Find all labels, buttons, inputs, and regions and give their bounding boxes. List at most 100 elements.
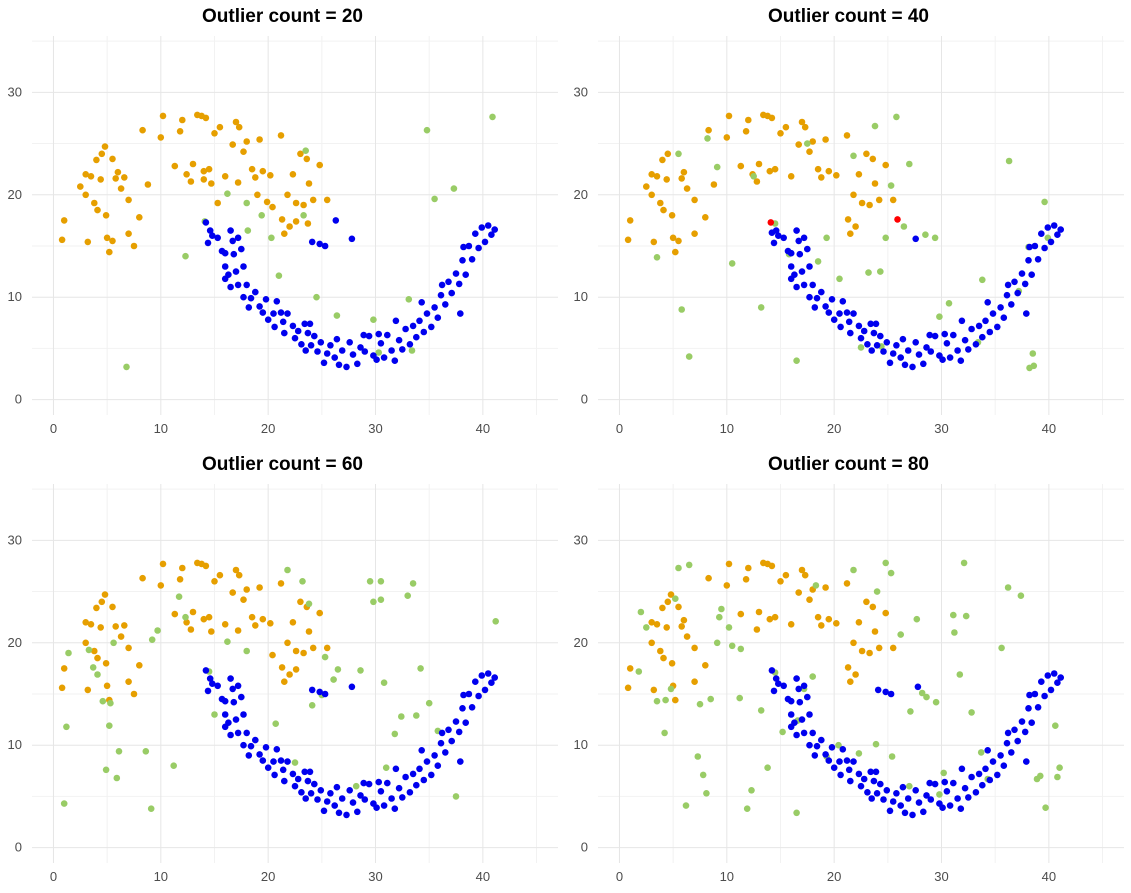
data-point <box>179 564 186 572</box>
data-point <box>159 560 167 568</box>
data-point <box>94 671 101 678</box>
data-point <box>626 217 634 224</box>
data-point <box>742 128 750 135</box>
data-point <box>728 260 736 267</box>
data-point <box>286 223 293 230</box>
data-point <box>855 619 863 626</box>
data-point <box>305 600 313 608</box>
data-point <box>637 608 645 616</box>
data-point <box>317 339 325 346</box>
data-point <box>901 361 909 369</box>
data-point <box>248 613 256 621</box>
data-point <box>863 150 870 158</box>
data-point <box>240 293 247 301</box>
data-point <box>234 682 242 690</box>
data-point <box>809 673 816 680</box>
series-points <box>624 559 897 704</box>
data-point <box>809 281 816 289</box>
series-points <box>768 222 1064 371</box>
data-point <box>259 615 267 623</box>
data-point <box>975 322 983 330</box>
data-point <box>291 759 299 766</box>
data-point <box>450 185 458 192</box>
data-point <box>1004 281 1012 289</box>
data-point <box>787 249 795 257</box>
data-point <box>713 639 721 647</box>
data-point <box>58 684 66 692</box>
data-point <box>906 782 913 790</box>
data-point <box>303 155 311 163</box>
data-point <box>855 770 863 778</box>
data-point <box>806 741 813 749</box>
data-point <box>103 234 111 242</box>
data-point <box>793 227 800 234</box>
data-point <box>852 671 859 678</box>
data-point <box>87 173 95 180</box>
data-point <box>1028 719 1035 726</box>
data-point <box>737 162 745 170</box>
y-tick-label: 20 <box>574 635 588 650</box>
data-point <box>238 693 245 701</box>
data-point <box>777 578 784 585</box>
data-point <box>256 136 263 143</box>
data-point <box>60 217 68 224</box>
panel-outlier-60: Outlier count = 60 0 10 20 30 40 0 10 20 30 <box>0 448 565 893</box>
data-point <box>468 255 476 263</box>
data-point <box>796 698 804 706</box>
data-point <box>279 766 287 774</box>
data-point <box>216 123 224 131</box>
data-point <box>289 322 297 330</box>
data-point <box>893 790 900 797</box>
data-point <box>209 680 216 687</box>
data-point <box>814 258 822 265</box>
data-point <box>968 709 975 716</box>
data-point <box>691 230 698 237</box>
data-point <box>413 333 420 341</box>
data-point <box>302 147 310 154</box>
data-point <box>189 160 197 168</box>
data-point <box>354 360 361 368</box>
data-point <box>457 310 464 317</box>
data-point <box>200 176 208 183</box>
data-point <box>875 644 883 652</box>
data-point <box>883 339 891 346</box>
data-point <box>915 799 923 806</box>
data-point <box>205 165 213 173</box>
data-point <box>211 578 218 585</box>
data-point <box>696 700 704 708</box>
data-point <box>945 300 953 307</box>
data-point <box>672 248 679 256</box>
data-point <box>703 790 710 797</box>
data-point <box>1044 672 1052 679</box>
data-point <box>360 779 368 787</box>
data-point <box>452 718 460 725</box>
data-point <box>60 800 68 807</box>
data-point <box>757 707 765 714</box>
data-point <box>408 347 416 354</box>
data-point <box>97 624 104 631</box>
data-point <box>1021 280 1029 288</box>
data-point <box>94 654 101 662</box>
data-point <box>835 741 842 749</box>
data-point <box>962 612 970 620</box>
data-point <box>986 328 994 336</box>
data-point <box>302 347 310 354</box>
data-point <box>465 242 473 250</box>
data-point <box>1000 762 1008 769</box>
data-point <box>1029 350 1037 357</box>
y-tick-label: 30 <box>8 84 22 99</box>
data-point <box>713 163 721 171</box>
data-point <box>136 662 143 669</box>
data-point <box>442 301 449 308</box>
data-point <box>742 576 750 583</box>
series-points <box>767 216 901 226</box>
data-point <box>927 348 935 355</box>
data-point <box>852 223 859 230</box>
data-point <box>667 685 675 693</box>
data-point <box>235 571 243 579</box>
data-point <box>182 252 189 260</box>
data-point <box>229 589 236 596</box>
y-tick-label: 0 <box>581 392 588 407</box>
data-point <box>766 615 774 623</box>
data-point <box>286 671 293 678</box>
